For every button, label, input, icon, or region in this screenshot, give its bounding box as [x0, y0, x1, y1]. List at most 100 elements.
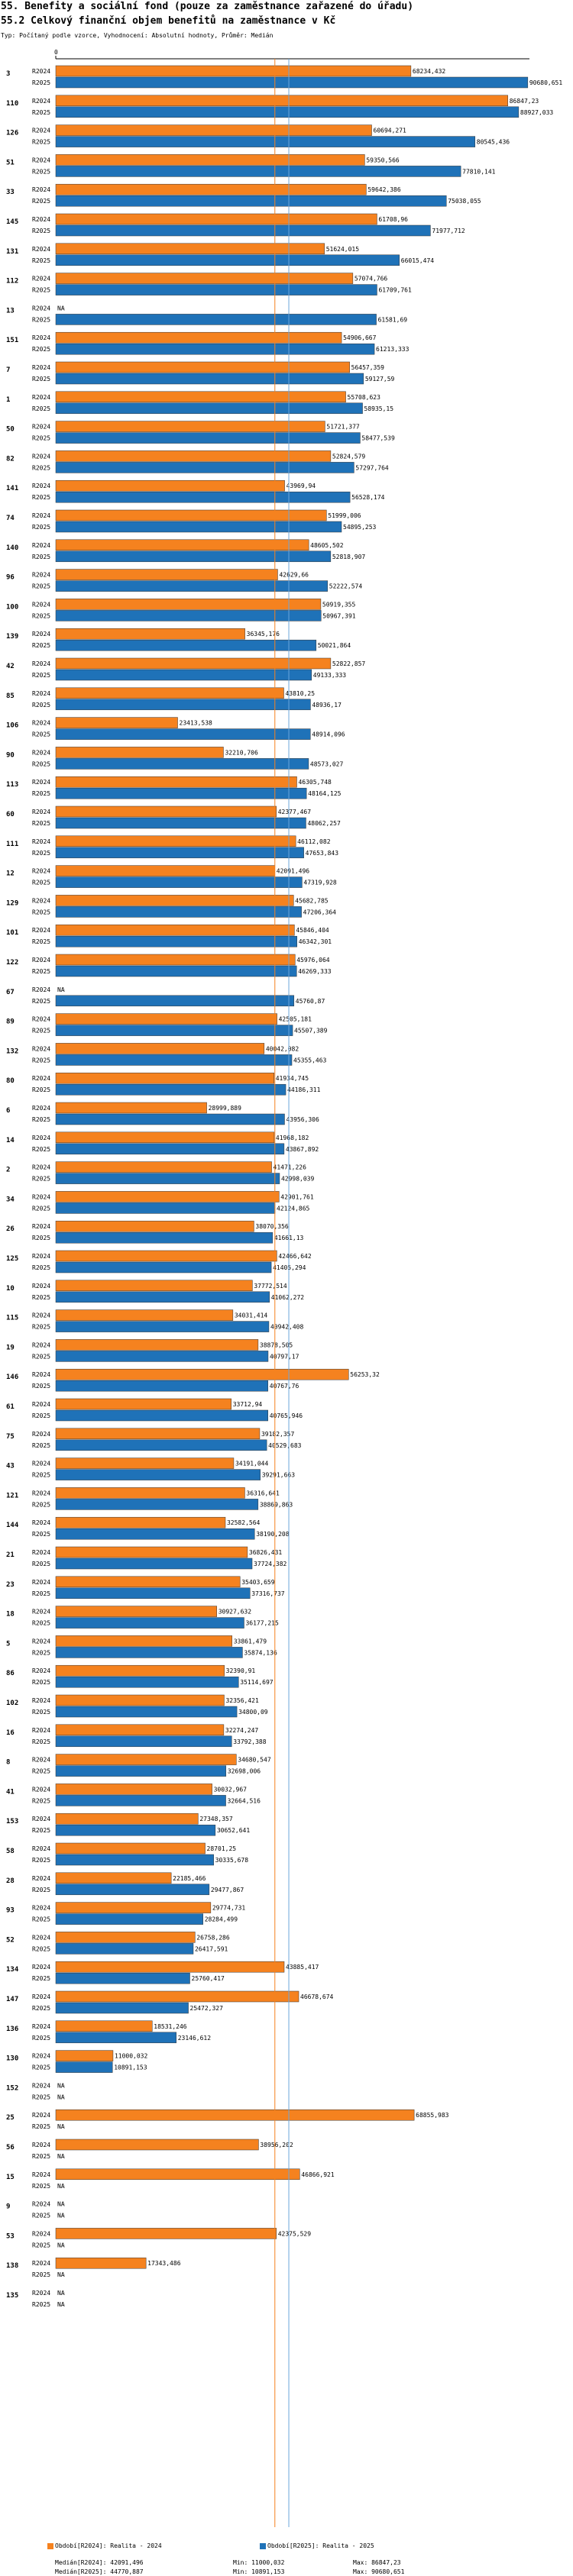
series-label-r2025: R2025: [32, 731, 50, 738]
na-label-r2025: NA: [57, 2093, 65, 2100]
value-label-r2024: 30032,967: [214, 1786, 248, 1793]
category-label: 14: [6, 1137, 15, 1144]
series-label-r2024: R2024: [32, 1757, 50, 1764]
category-label: 13: [6, 307, 15, 315]
value-label-r2025: 28284,499: [205, 1916, 238, 1923]
legend-swatch-r2025: [260, 2543, 266, 2549]
category-label: 106: [6, 722, 18, 730]
series-label-r2024: R2024: [32, 1727, 50, 1734]
value-label-r2025: 29477,867: [211, 1887, 244, 1893]
bar-r2025: [55, 1528, 255, 1540]
category-label: 139: [6, 633, 18, 641]
bar-r2024: [55, 1902, 212, 1913]
bar-r2024: [55, 2050, 114, 2061]
value-label-r2025: 30652,641: [217, 1827, 251, 1834]
series-label-r2025: R2025: [32, 1827, 50, 1834]
value-label-r2024: 32274,247: [225, 1727, 259, 1734]
category-label: 10: [6, 1285, 15, 1293]
series-label-r2024: R2024: [32, 2053, 50, 2060]
bar-r2025: [55, 1706, 238, 1718]
bar-r2024: [55, 450, 332, 462]
value-label-r2025: 75038,055: [448, 198, 481, 205]
bar-r2025: [55, 1321, 270, 1332]
series-label-r2025: R2025: [32, 1235, 50, 1241]
bar-r2024: [55, 717, 178, 728]
value-label-r2025: 47319,928: [303, 880, 337, 886]
series-label-r2025: R2025: [32, 168, 50, 175]
series-label-r2024: R2024: [32, 1490, 50, 1496]
value-label-r2025: 43867,892: [286, 1146, 319, 1153]
bar-r2024: [55, 391, 346, 403]
bar-r2024: [55, 243, 325, 255]
value-label-r2024: 38878,505: [260, 1341, 293, 1348]
series-label-r2025: R2025: [32, 1383, 50, 1390]
series-label-r2025: R2025: [32, 2064, 50, 2071]
series-label-r2024: R2024: [32, 2112, 50, 2119]
series-label-r2025: R2025: [32, 1561, 50, 1567]
category-label: 129: [6, 899, 18, 907]
bar-r2025: [55, 1113, 285, 1125]
value-label-r2025: 30335,678: [215, 1857, 249, 1864]
category-label: 131: [6, 248, 18, 256]
series-label-r2024: R2024: [32, 1253, 50, 1260]
series-label-r2025: R2025: [32, 1709, 50, 1716]
series-label-r2025: R2025: [32, 1353, 50, 1360]
bar-r2024: [55, 539, 309, 551]
bar-r2024: [55, 1932, 196, 1943]
value-label-r2024: 41934,745: [276, 1075, 309, 1082]
value-label-r2025: 37724,382: [254, 1561, 287, 1567]
series-label-r2024: R2024: [32, 1697, 50, 1704]
bar-r2024: [55, 1664, 225, 1677]
value-label-r2024: 52822,857: [332, 660, 366, 667]
category-label: 93: [6, 1907, 15, 1915]
category-label: 53: [6, 2232, 15, 2240]
na-label-r2025: NA: [57, 2183, 65, 2190]
category-label: 42: [6, 663, 15, 670]
series-label-r2024: R2024: [32, 986, 50, 993]
series-label-r2025: R2025: [32, 612, 50, 619]
bar-r2025: [55, 1735, 232, 1748]
series-label-r2025: R2025: [32, 1472, 50, 1479]
footer-min-2024: Min: 11000,032: [233, 2559, 285, 2566]
category-label: 74: [6, 515, 15, 522]
value-label-r2025: 71977,712: [432, 228, 465, 234]
series-label-r2025: R2025: [32, 2153, 50, 2160]
value-label-r2024: 40042,082: [266, 1045, 299, 1052]
series-label-r2024: R2024: [32, 305, 50, 312]
bar-r2024: [55, 1043, 265, 1054]
category-label: 19: [6, 1344, 15, 1351]
category-label: 125: [6, 1255, 18, 1263]
category-label: 23: [6, 1581, 15, 1589]
bar-r2024: [55, 479, 285, 492]
bar-r2024: [55, 1161, 272, 1173]
bar-r2025: [55, 1143, 285, 1155]
value-label-r2025: 48573,027: [310, 760, 344, 767]
category-label: 52: [6, 1936, 15, 1944]
bar-r2024: [55, 2020, 153, 2032]
bar-r2024: [55, 1635, 232, 1647]
series-label-r2025: R2025: [32, 790, 50, 797]
series-label-r2024: R2024: [32, 1609, 50, 1616]
category-label: 121: [6, 1492, 18, 1499]
series-label-r2025: R2025: [32, 1412, 50, 1419]
value-label-r2025: 43956,306: [286, 1116, 319, 1123]
series-label-r2025: R2025: [32, 1945, 50, 1952]
series-label-r2024: R2024: [32, 1193, 50, 1200]
series-label-r2024: R2024: [32, 1638, 50, 1645]
na-label-r2025: NA: [57, 2153, 65, 2160]
bar-r2024: [55, 954, 296, 966]
value-label-r2025: 61709,761: [378, 287, 412, 294]
bar-r2024: [55, 124, 372, 136]
value-label-r2024: 45846,404: [296, 927, 329, 934]
bar-r2024: [55, 687, 284, 699]
series-label-r2024: R2024: [32, 2201, 50, 2208]
value-label-r2024: 29774,731: [212, 1905, 246, 1912]
value-label-r2025: 46342,301: [299, 938, 332, 945]
category-label: 138: [6, 2262, 18, 2270]
series-label-r2025: R2025: [32, 524, 50, 531]
category-label: 41: [6, 1788, 15, 1796]
category-label: 9: [6, 2203, 10, 2211]
series-label-r2024: R2024: [32, 424, 50, 431]
value-label-r2024: 51624,015: [326, 246, 360, 253]
category-label: 28: [6, 1877, 15, 1885]
